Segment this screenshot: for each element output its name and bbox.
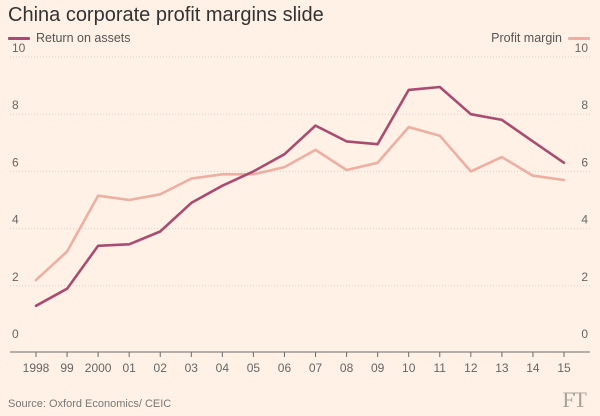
y-tick-left-0: 0 [12, 327, 19, 341]
y-tick-right-4: 4 [581, 213, 588, 227]
x-tick-label-06: 06 [278, 361, 292, 375]
source-note: Source: Oxford Economics/ CEIC [8, 398, 172, 410]
x-tick-label-1998: 1998 [23, 361, 50, 375]
x-tick-label-99: 99 [60, 361, 74, 375]
series-line-profit-margin [34, 125, 566, 282]
x-tick-label-09: 09 [371, 361, 385, 375]
x-tick-label-10: 10 [402, 361, 416, 375]
chart-title: China corporate profit margins slide [8, 4, 324, 26]
x-tick-label-15: 15 [557, 361, 571, 375]
y-tick-left-2: 2 [12, 270, 19, 284]
x-tick-label-08: 08 [340, 361, 354, 375]
x-tick-label-02: 02 [154, 361, 168, 375]
ft-logo: FT [562, 387, 587, 412]
x-tick-label-11: 11 [434, 361, 447, 375]
x-tick-label-07: 07 [309, 361, 323, 375]
x-tick-label-14: 14 [526, 361, 540, 375]
legend-swatch-roa [8, 36, 30, 40]
legend-label-roa: Return on assets [36, 31, 131, 45]
y-tick-left-8: 8 [12, 98, 19, 112]
legend-label-margin: Profit margin [491, 31, 562, 45]
y-tick-right-0: 0 [581, 327, 588, 341]
legend-profit-margin: Profit margin [491, 31, 590, 45]
y-tick-left-6: 6 [12, 155, 19, 169]
x-tick-label-04: 04 [216, 361, 230, 375]
x-tick-label-03: 03 [185, 361, 199, 375]
y-tick-right-8: 8 [581, 98, 588, 112]
x-tick-label-13: 13 [495, 361, 509, 375]
y-tick-right-10: 10 [575, 41, 589, 55]
legend-swatch-margin [568, 36, 590, 40]
y-tick-left-4: 4 [12, 213, 19, 227]
y-tick-right-2: 2 [581, 270, 588, 284]
series-line-return-on-assets [34, 85, 566, 308]
x-tick-label-2000: 2000 [85, 361, 112, 375]
legend-return-on-assets: Return on assets [8, 31, 131, 45]
x-tick-label-05: 05 [247, 361, 261, 375]
x-tick-label-12: 12 [464, 361, 478, 375]
y-tick-left-10: 10 [12, 41, 26, 55]
x-tick-label-01: 01 [122, 361, 136, 375]
y-tick-right-6: 6 [581, 155, 588, 169]
